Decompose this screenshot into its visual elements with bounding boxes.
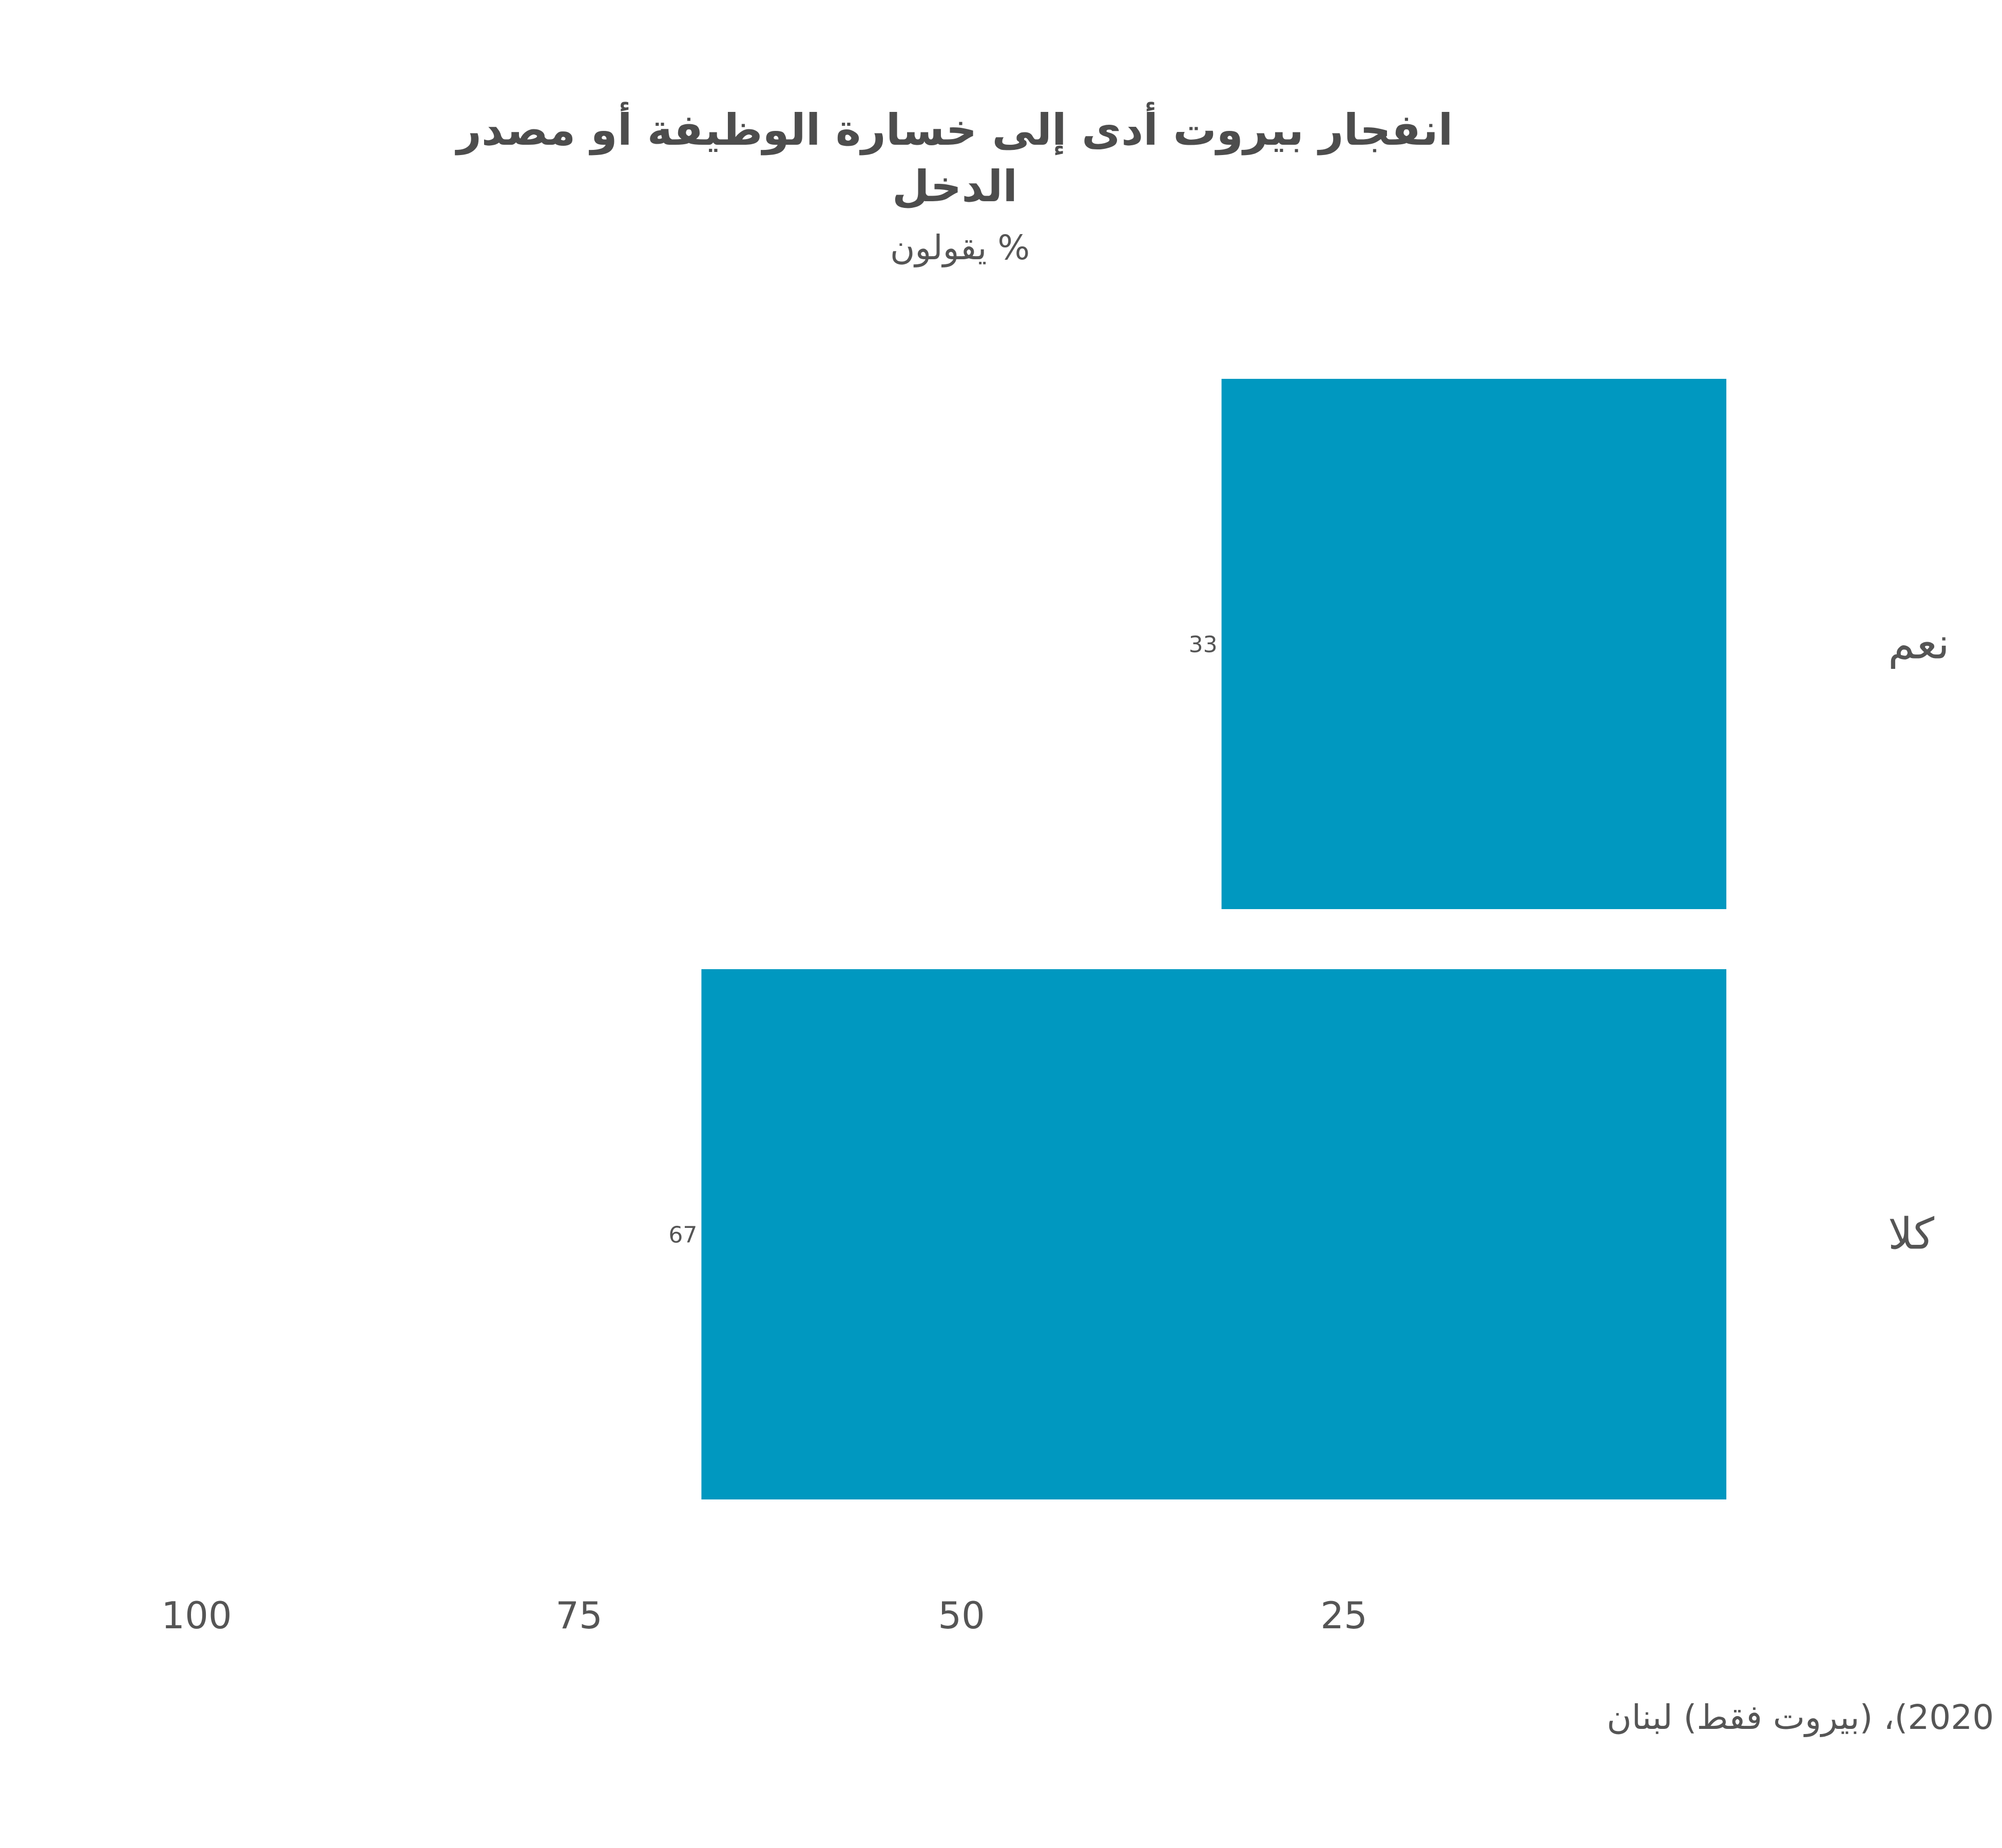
x-axis: 25 50 75 100 [161, 1594, 1368, 1637]
x-tick-label-50: 50 [938, 1594, 985, 1637]
bar-1 [1221, 379, 1726, 909]
x-tick-label-100: 100 [161, 1594, 232, 1637]
bar-2 [701, 969, 1726, 1499]
x-tick-label-75: 75 [555, 1594, 603, 1637]
bar-value-label-1: 33 [1189, 632, 1218, 658]
x-tick-label-25: 25 [1320, 1594, 1368, 1637]
category-label-2: كلا [1888, 1209, 1934, 1259]
bar-labels-layer: 33 67 [668, 632, 1217, 1248]
chart-title-line-2: الدخل [892, 161, 1017, 211]
chart-title-line-1: انفجار بيروت أدى إلى خسارة الوظيفة أو مص… [455, 102, 1453, 156]
category-label-1: نعم [1888, 619, 1950, 669]
category-labels-layer: نعم كلا [1888, 619, 1950, 1259]
chart-subtitle: % يقولون [890, 228, 1030, 267]
bar-value-label-2: 67 [668, 1222, 697, 1248]
bars-layer [701, 379, 1726, 1499]
source-note: الباروميتر العربي، الدورة السادسة - الجز… [1607, 1695, 2002, 1737]
